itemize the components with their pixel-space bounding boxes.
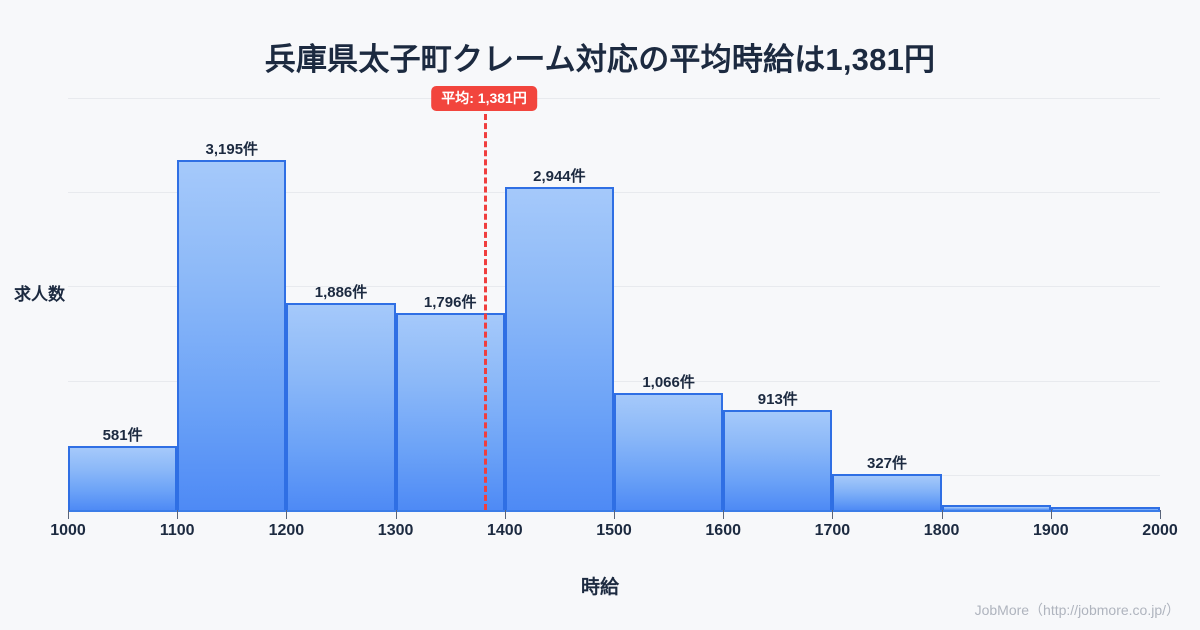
x-tick-label: 1700 bbox=[814, 522, 851, 539]
bar-value-label: 581件 bbox=[102, 427, 143, 445]
average-line bbox=[484, 114, 488, 510]
gridline-1 bbox=[68, 192, 1160, 194]
bar[interactable] bbox=[723, 409, 833, 510]
x-tick-label: 1500 bbox=[596, 522, 632, 539]
x-tick-mark bbox=[68, 510, 69, 519]
bar-value-label: 2,944件 bbox=[533, 168, 586, 186]
x-axis-ticks: 1000 1100 1200 1300 1400 1500 1600 1700 1800 1900… bbox=[50, 510, 1178, 544]
x-tick-label: 1000 bbox=[50, 522, 86, 539]
bar[interactable] bbox=[286, 303, 396, 510]
x-tick-mark bbox=[941, 510, 943, 519]
bar-value-label: 1,886件 bbox=[314, 284, 368, 302]
x-tick-mark bbox=[1160, 510, 1161, 519]
bar-value-label: 1,066件 bbox=[642, 374, 695, 392]
bar[interactable] bbox=[1050, 507, 1160, 510]
x-tick-mark bbox=[832, 510, 834, 519]
bar[interactable] bbox=[614, 393, 724, 510]
bar[interactable] bbox=[941, 505, 1051, 510]
bar[interactable] bbox=[504, 187, 614, 510]
y-axis-title: 求人数 bbox=[14, 285, 65, 304]
gridline-3 bbox=[68, 380, 1160, 382]
x-tick-mark bbox=[614, 510, 615, 519]
gridline-0 bbox=[68, 98, 1160, 99]
bar-series: 581件 3,195件 1,886件 1,796件 2,944件 1,066件 913件 32… bbox=[68, 98, 1160, 510]
bar-value-label: 1,796件 bbox=[423, 294, 477, 312]
bar-value-label: 3,195件 bbox=[205, 140, 259, 158]
x-tick-label: 1800 bbox=[923, 522, 960, 539]
bar-value-label: 327件 bbox=[866, 455, 908, 473]
x-tick-mark bbox=[1050, 510, 1052, 519]
bar[interactable] bbox=[177, 159, 287, 510]
x-axis-title: 時給 bbox=[580, 577, 619, 598]
bar-value-label: 913件 bbox=[757, 390, 798, 408]
x-tick-label: 1900 bbox=[1033, 522, 1069, 539]
bar[interactable] bbox=[68, 446, 178, 510]
x-tick-label: 1400 bbox=[487, 522, 523, 539]
x-tick-label: 1100 bbox=[159, 522, 195, 539]
watermark: JobMore（http://jobmore.co.jp/） bbox=[974, 602, 1180, 618]
x-tick-label: 1600 bbox=[705, 522, 741, 539]
x-tick-mark bbox=[286, 510, 288, 519]
gridline-2 bbox=[68, 286, 1160, 288]
x-tick-label: 1300 bbox=[377, 522, 414, 539]
x-tick-mark bbox=[723, 510, 725, 519]
bar[interactable] bbox=[395, 313, 505, 510]
x-tick-label: 2000 bbox=[1142, 522, 1178, 539]
bar[interactable] bbox=[832, 474, 942, 510]
chart-title: 兵庫県太子町クレーム対応の平均時給は1,381円 bbox=[264, 42, 936, 77]
average-badge: 平均: 1,381円 bbox=[431, 86, 537, 112]
x-tick-mark bbox=[395, 510, 397, 519]
x-tick-mark bbox=[177, 510, 179, 519]
x-tick-mark bbox=[504, 510, 506, 519]
x-tick-label: 1200 bbox=[268, 522, 305, 539]
plot-area: 581件 3,195件 1,886件 1,796件 2,944件 1,066件 913件 32… bbox=[68, 86, 1160, 510]
